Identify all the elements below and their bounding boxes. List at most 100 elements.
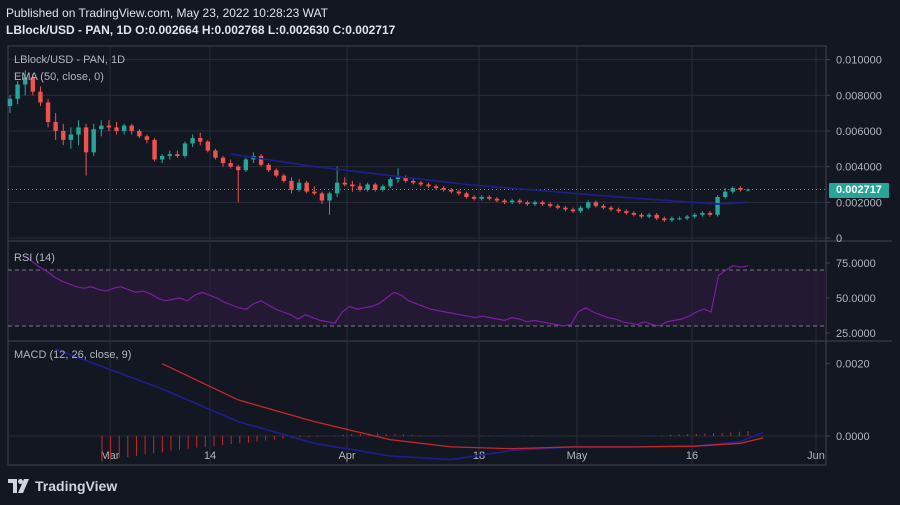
candle-body	[357, 186, 363, 190]
candle-body	[312, 191, 317, 194]
candle-body	[479, 196, 484, 199]
candle-body	[182, 143, 188, 156]
candle-body	[304, 182, 309, 192]
candle-body	[471, 196, 477, 199]
rsi-tick-label: 75.0000	[836, 258, 876, 270]
candle-body	[38, 91, 43, 103]
macd-legend: MACD (12, 26, close, 9)	[14, 349, 132, 361]
symbol-ohlc-line: LBlock/USD - PAN, 1D O:0.002664 H:0.0027…	[6, 23, 396, 37]
candle-body	[228, 163, 233, 167]
rsi-legend: RSI (14)	[14, 252, 55, 264]
candle-body	[487, 196, 492, 199]
candle-body	[266, 164, 271, 171]
candle-body	[243, 159, 249, 171]
candle-body	[236, 166, 241, 171]
rsi-tick-label: 50.0000	[836, 293, 876, 305]
candle-body	[418, 182, 424, 185]
signal-line	[161, 363, 764, 450]
candle-body	[684, 216, 690, 219]
published-text: Published on TradingView.com, May 23, 20…	[6, 6, 328, 20]
candle-body	[426, 184, 431, 187]
candle-body	[76, 127, 81, 135]
y-tick-label: 0.002000	[836, 197, 882, 209]
candle-body	[730, 188, 735, 192]
candle-body	[563, 207, 568, 210]
candle-body	[616, 209, 621, 212]
candle-body	[121, 125, 127, 131]
candle-body	[654, 214, 659, 219]
candle-body	[152, 139, 157, 160]
macd-tick-label: 0.0020	[836, 359, 870, 371]
candle-body	[441, 188, 446, 190]
candle-body	[350, 184, 355, 187]
ema-legend: EMA (50, close, 0)	[14, 71, 104, 83]
candle-body	[517, 200, 522, 203]
candle-body	[91, 129, 96, 153]
x-tick-label: 16	[686, 450, 698, 462]
candle-body	[745, 189, 751, 191]
x-tick-label: Apr	[338, 450, 355, 462]
candle-body	[281, 175, 287, 181]
candle-body	[669, 218, 675, 221]
candle-body	[114, 127, 119, 131]
candle-body	[380, 186, 386, 190]
candle-body	[53, 122, 58, 131]
y-tick-label: 0	[836, 233, 842, 245]
candle-body	[296, 182, 302, 190]
y-tick-label: 0.010000	[836, 55, 882, 67]
candle-body	[715, 196, 720, 215]
main-pane-title: LBlock/USD - PAN, 1D	[14, 54, 126, 66]
rsi-band	[8, 270, 826, 326]
plot-frame	[7, 45, 827, 466]
candle-body	[388, 179, 393, 187]
candle-body	[540, 202, 545, 205]
rsi-line	[24, 255, 749, 327]
x-tick-label: Jun	[807, 450, 825, 462]
candle-body	[327, 193, 332, 201]
candle-body	[61, 130, 66, 140]
candle-body	[190, 138, 195, 144]
candle-body	[547, 204, 553, 206]
chart-header: Published on TradingView.com, May 23, 20…	[6, 5, 395, 39]
candle-body	[738, 188, 743, 190]
candle-body	[586, 202, 591, 208]
candle-body	[220, 157, 226, 164]
candle-body	[662, 218, 667, 221]
candle-body	[23, 77, 28, 85]
candle-body	[7, 98, 13, 106]
candle-body	[99, 125, 104, 130]
candle-body	[30, 77, 36, 92]
candle-body	[456, 191, 462, 194]
candle-body	[289, 180, 294, 190]
candle-body	[334, 182, 340, 194]
y-tick-label: 0.004000	[836, 162, 882, 174]
candle-body	[639, 214, 644, 217]
candle-body	[692, 214, 697, 217]
candle-body	[213, 150, 218, 158]
candle-body	[464, 193, 469, 197]
candle-body	[68, 134, 74, 140]
ema-line	[230, 153, 749, 205]
tradingview-logo-text: TradingView	[35, 478, 118, 494]
candle-body	[159, 155, 165, 160]
candle-body	[274, 170, 279, 176]
candle-body	[198, 138, 203, 142]
candle-body	[677, 218, 682, 220]
candle-body	[631, 213, 637, 215]
last-price-badge: 0.002717	[829, 182, 889, 198]
candle-body	[593, 202, 599, 206]
candle-body	[167, 154, 172, 156]
candle-body	[578, 207, 583, 212]
candle-body	[449, 189, 454, 192]
candle-body	[722, 191, 728, 197]
candle-body	[258, 155, 264, 165]
candle-body	[372, 184, 378, 190]
candle-body	[608, 207, 614, 210]
y-tick-label: 0.008000	[836, 90, 882, 102]
candle-body	[555, 205, 560, 208]
candle-body	[106, 125, 112, 128]
candle-body	[624, 211, 629, 214]
x-tick-label: 14	[204, 450, 216, 462]
rsi-tick-label: 25.0000	[836, 328, 876, 340]
